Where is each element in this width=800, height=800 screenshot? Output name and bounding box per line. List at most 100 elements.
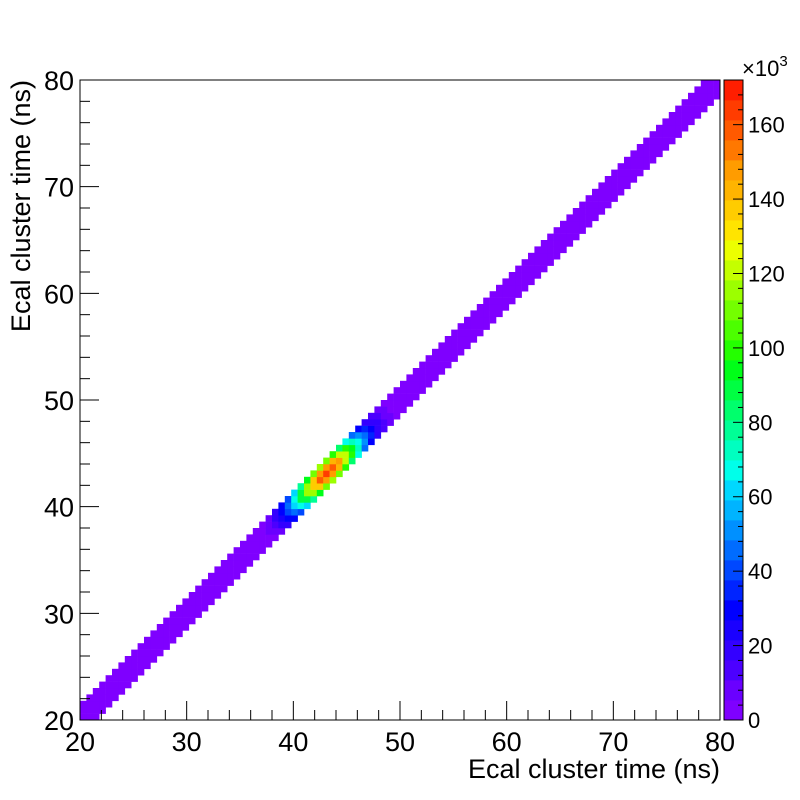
- heatmap-cell: [125, 675, 132, 682]
- heatmap-cell: [336, 445, 343, 452]
- heatmap-cell: [138, 650, 145, 657]
- heatmap-cell: [246, 534, 253, 541]
- heatmap-cell: [534, 259, 541, 266]
- heatmap-cell: [170, 618, 177, 625]
- heatmap-cell: [182, 624, 189, 631]
- heatmap-cell: [317, 464, 324, 471]
- heatmap-cell: [170, 611, 177, 618]
- heatmap-cell: [202, 579, 209, 586]
- heatmap-cell: [598, 189, 605, 196]
- heatmap-cell: [138, 656, 145, 663]
- y-axis-label: Ecal cluster time (ns): [6, 80, 36, 332]
- heatmap-cell: [624, 170, 631, 177]
- heatmap-cell: [509, 285, 516, 292]
- heatmap-cell: [694, 93, 701, 100]
- heatmap-cell: [163, 630, 170, 637]
- heatmap-cell: [573, 221, 580, 228]
- colorbar-swatch: [724, 500, 743, 520]
- heatmap-cell: [330, 464, 337, 471]
- heatmap-cell: [579, 227, 586, 234]
- heatmap-cell: [438, 368, 445, 375]
- heatmap-cell: [342, 451, 349, 458]
- heatmap-cell: [682, 106, 689, 113]
- heatmap-cell: [131, 650, 138, 657]
- heatmap-cell: [374, 432, 381, 439]
- heatmap-cell: [528, 272, 535, 279]
- heatmap-cell: [624, 163, 631, 170]
- heatmap-cell: [662, 118, 669, 125]
- heatmap-cell: [470, 330, 477, 337]
- heatmap-cell: [630, 150, 637, 157]
- heatmap-cell: [272, 528, 279, 535]
- x-tick-label: 50: [385, 727, 415, 757]
- heatmap-cell: [426, 355, 433, 362]
- heatmap-cells: [80, 80, 720, 720]
- heatmap-cell: [701, 106, 708, 113]
- heatmap-cell: [675, 125, 682, 132]
- heatmap-cell: [675, 112, 682, 119]
- heatmap-cell: [214, 579, 221, 586]
- heatmap-cell: [515, 285, 522, 292]
- heatmap-cell: [266, 534, 273, 541]
- heatmap-cell: [669, 125, 676, 132]
- heatmap-cell: [157, 643, 164, 650]
- heatmap-cell: [278, 502, 285, 509]
- heatmap-cell: [611, 182, 618, 189]
- y-tick-label: 50: [44, 386, 74, 416]
- heatmap-cell: [573, 234, 580, 241]
- heatmap-cell: [125, 656, 132, 663]
- heatmap-cell: [144, 662, 151, 669]
- heatmap-cell: [304, 477, 311, 484]
- heatmap-cell: [170, 630, 177, 637]
- colorbar-swatch: [724, 540, 743, 560]
- colorbar-swatch: [724, 480, 743, 500]
- heatmap-cell: [458, 342, 465, 349]
- heatmap-cell: [630, 157, 637, 164]
- heatmap-cell: [419, 368, 426, 375]
- heatmap-cell: [112, 675, 119, 682]
- heatmap-cell: [221, 560, 228, 567]
- heatmap-cell: [451, 342, 458, 349]
- heatmap-cell: [368, 432, 375, 439]
- heatmap-cell: [483, 323, 490, 330]
- heatmap-cell: [157, 650, 164, 657]
- heatmap-cell: [451, 349, 458, 356]
- heatmap-cell: [285, 522, 292, 529]
- heatmap-cell: [323, 477, 330, 484]
- heatmap-cell: [598, 202, 605, 209]
- heatmap-cell: [330, 451, 337, 458]
- heatmap-cell: [349, 445, 356, 452]
- heatmap-cell: [144, 637, 151, 644]
- heatmap-cell: [182, 611, 189, 618]
- heatmap-cell: [93, 688, 100, 695]
- heatmap-cell: [106, 675, 113, 682]
- heatmap-cell: [419, 381, 426, 388]
- heatmap-cell: [234, 560, 241, 567]
- heatmap-cell: [605, 176, 612, 183]
- heatmap-cell: [355, 438, 362, 445]
- heatmap-cell: [611, 195, 618, 202]
- heatmap-cell: [586, 195, 593, 202]
- heatmap-cell: [618, 170, 625, 177]
- heatmap-cell: [374, 406, 381, 413]
- heatmap-cell: [355, 432, 362, 439]
- heatmap-cell: [662, 131, 669, 138]
- heatmap-cell: [592, 202, 599, 209]
- heatmap-cell: [374, 419, 381, 426]
- colorbar-swatch: [724, 80, 743, 100]
- heatmap-cell: [86, 694, 93, 701]
- heatmap-cell: [470, 336, 477, 343]
- colorbar-swatch: [724, 400, 743, 420]
- heatmap-cell: [419, 374, 426, 381]
- heatmap-cell: [80, 701, 87, 708]
- heatmap-cell: [285, 515, 292, 522]
- heatmap-cell: [656, 138, 663, 145]
- heatmap-cell: [496, 304, 503, 311]
- heatmap-cell: [93, 707, 100, 714]
- heatmap-cell: [426, 362, 433, 369]
- heatmap-cell: [630, 163, 637, 170]
- heatmap-cell: [707, 99, 714, 106]
- colorbar-multiplier-exponent: 3: [779, 53, 787, 70]
- heatmap-cell: [285, 502, 292, 509]
- heatmap-cell: [694, 112, 701, 119]
